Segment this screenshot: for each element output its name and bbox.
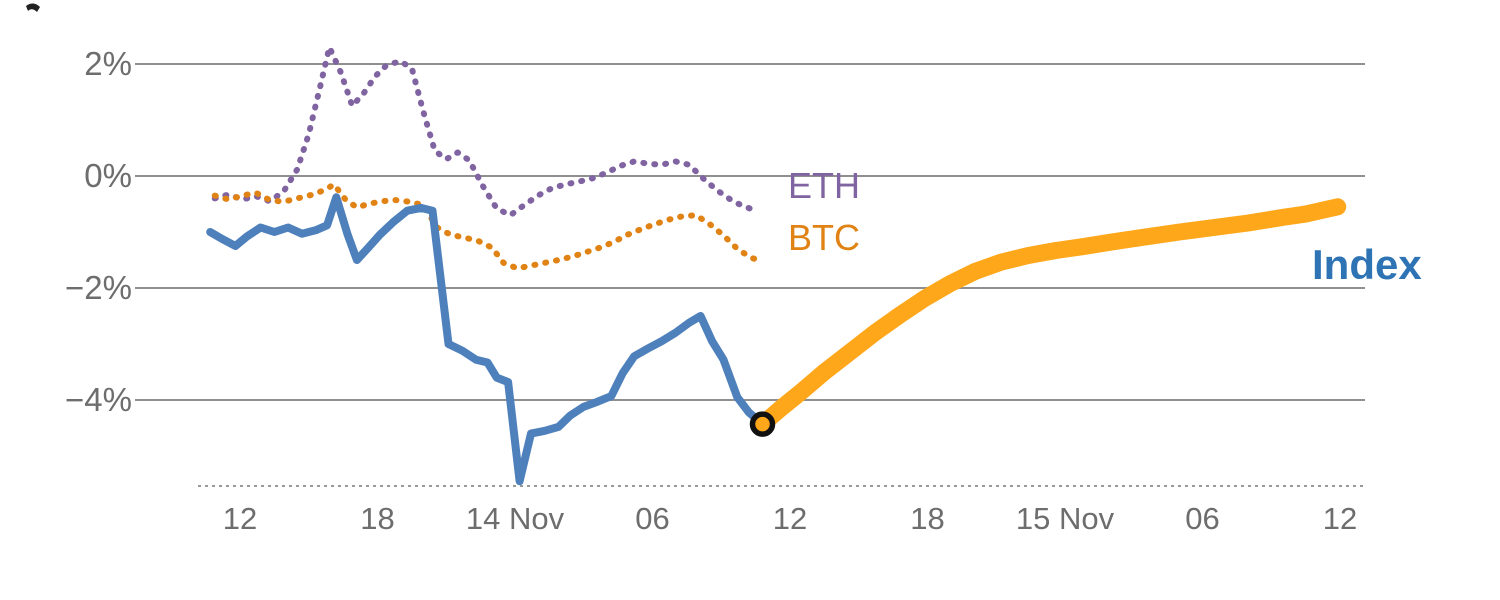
y-axis-tick-label: −4% (65, 381, 132, 418)
y-axis-tick-label: 0% (84, 157, 132, 194)
x-axis-tick-label: 15 Nov (1015, 501, 1115, 536)
y-axis-tick-label: −2% (65, 269, 132, 306)
series-line-btc (211, 181, 766, 272)
index-series-label: Index (1312, 241, 1422, 288)
y-axis-tick-label: 2% (84, 45, 132, 82)
x-axis-tick-label: 14 Nov (465, 501, 565, 536)
x-axis-tick-label: 12 (772, 501, 808, 536)
x-axis-tick-label: 12 (222, 501, 258, 536)
series-line-eth (211, 44, 761, 219)
current-point-marker (749, 411, 776, 437)
series-line-index-projection (754, 198, 1347, 433)
x-axis-tick-label: 12 (1322, 501, 1358, 536)
x-axis-tick-label: 06 (1185, 501, 1220, 536)
x-axis-tick-label: 18 (360, 501, 395, 536)
btc-series-label: BTC (788, 217, 860, 258)
series-line-index (206, 193, 767, 486)
x-axis-tick-label: 18 (910, 501, 945, 536)
eth-series-label: ETH (788, 165, 860, 206)
corner-mark (26, 3, 40, 13)
x-axis-tick-label: 06 (635, 501, 670, 536)
